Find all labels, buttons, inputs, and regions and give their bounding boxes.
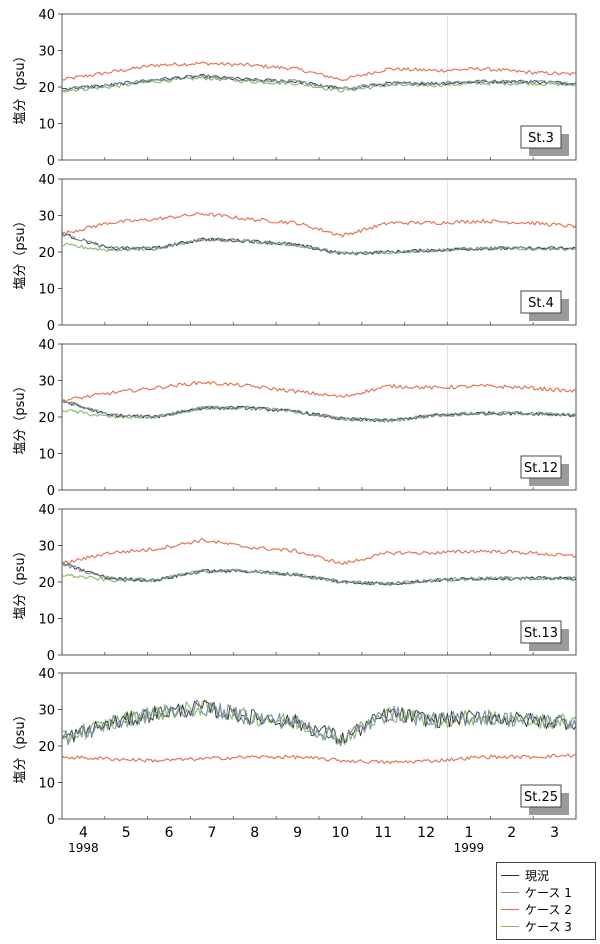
x-tick-label: 11 — [374, 825, 392, 841]
x-tick-label: 10 — [332, 825, 350, 841]
year-label: 1998 — [68, 841, 99, 855]
y-axis-label: 塩分（psu） — [13, 379, 28, 454]
y-tick-label: 10 — [38, 448, 55, 463]
legend-label: ケース 2 — [525, 903, 572, 917]
legend-item: ケース 1 — [501, 884, 591, 901]
y-tick-label: 30 — [38, 540, 55, 555]
y-axis-label: 塩分（psu） — [13, 214, 28, 289]
station-label-box — [520, 290, 562, 314]
y-tick-label: 20 — [38, 246, 55, 261]
legend-swatch — [501, 875, 519, 876]
plot-frame — [61, 508, 577, 656]
y-tick-label: 20 — [38, 576, 55, 591]
y-axis-label: 塩分（psu） — [13, 544, 28, 619]
x-tick-label: 3 — [550, 825, 559, 841]
y-tick-label: 0 — [47, 649, 55, 664]
series-line — [61, 380, 577, 403]
year-label: 1999 — [454, 841, 485, 855]
series-line — [61, 398, 577, 423]
x-tick-label: 9 — [293, 825, 302, 841]
y-tick-label: 30 — [38, 704, 55, 719]
y-tick-label: 10 — [38, 283, 55, 298]
y-tick-label: 40 — [38, 338, 55, 353]
y-tick-label: 10 — [38, 613, 55, 628]
legend-item: 現況 — [501, 867, 591, 884]
series-line — [61, 399, 577, 423]
legend-swatch — [501, 892, 519, 893]
x-tick-label: 7 — [207, 825, 216, 841]
y-tick-label: 20 — [38, 740, 55, 755]
y-tick-label: 40 — [38, 173, 55, 188]
station-label-box — [520, 620, 562, 644]
station-label: St.12 — [524, 461, 558, 476]
series-line — [61, 699, 577, 747]
legend-label: 現況 — [525, 869, 550, 883]
y-tick-label: 0 — [47, 319, 55, 334]
legend-item: ケース 3 — [501, 918, 591, 935]
legend: 現況 ケース 1 ケース 2 ケース 3 — [496, 862, 596, 940]
legend-label: ケース 3 — [525, 920, 572, 934]
y-tick-label: 40 — [38, 503, 55, 518]
y-tick-label: 10 — [38, 118, 55, 133]
station-label: St.3 — [528, 131, 554, 146]
series-line — [61, 753, 577, 765]
x-tick-label: 8 — [250, 825, 259, 841]
x-tick-label: 4 — [79, 825, 88, 841]
station-label-box — [520, 784, 562, 808]
station-label-box — [520, 455, 562, 479]
y-tick-label: 0 — [47, 813, 55, 828]
y-tick-label: 30 — [38, 45, 55, 60]
y-tick-label: 30 — [38, 375, 55, 390]
legend-swatch — [501, 926, 519, 927]
x-tick-label: 6 — [165, 825, 174, 841]
y-tick-label: 40 — [38, 667, 55, 682]
x-tick-label: 1 — [464, 825, 473, 841]
y-tick-label: 20 — [38, 81, 55, 96]
y-tick-label: 0 — [47, 154, 55, 169]
y-axis-label: 塩分（psu） — [13, 49, 28, 124]
series-line — [61, 562, 577, 587]
y-tick-label: 0 — [47, 484, 55, 499]
x-tick-label: 5 — [122, 825, 131, 841]
series-line — [61, 212, 577, 238]
plot-frame — [61, 672, 577, 820]
station-label: St.4 — [528, 296, 554, 311]
station-label: St.13 — [524, 626, 558, 641]
y-tick-label: 30 — [38, 210, 55, 225]
series-line — [61, 75, 577, 93]
legend-label: ケース 1 — [525, 886, 572, 900]
y-axis-label: 塩分（psu） — [13, 708, 28, 783]
series-line — [61, 61, 577, 82]
series-line — [61, 74, 577, 92]
station-label: St.25 — [524, 790, 558, 805]
y-tick-label: 40 — [38, 8, 55, 23]
x-tick-label: 2 — [507, 825, 516, 841]
y-tick-label: 20 — [38, 411, 55, 426]
plot-frame — [61, 178, 577, 326]
legend-item: ケース 2 — [501, 901, 591, 918]
y-tick-label: 10 — [38, 777, 55, 792]
x-tick-label: 12 — [417, 825, 435, 841]
station-label-box — [520, 125, 562, 149]
series-line — [61, 233, 577, 256]
series-line — [61, 233, 577, 255]
legend-swatch — [501, 909, 519, 910]
series-line — [61, 537, 577, 566]
